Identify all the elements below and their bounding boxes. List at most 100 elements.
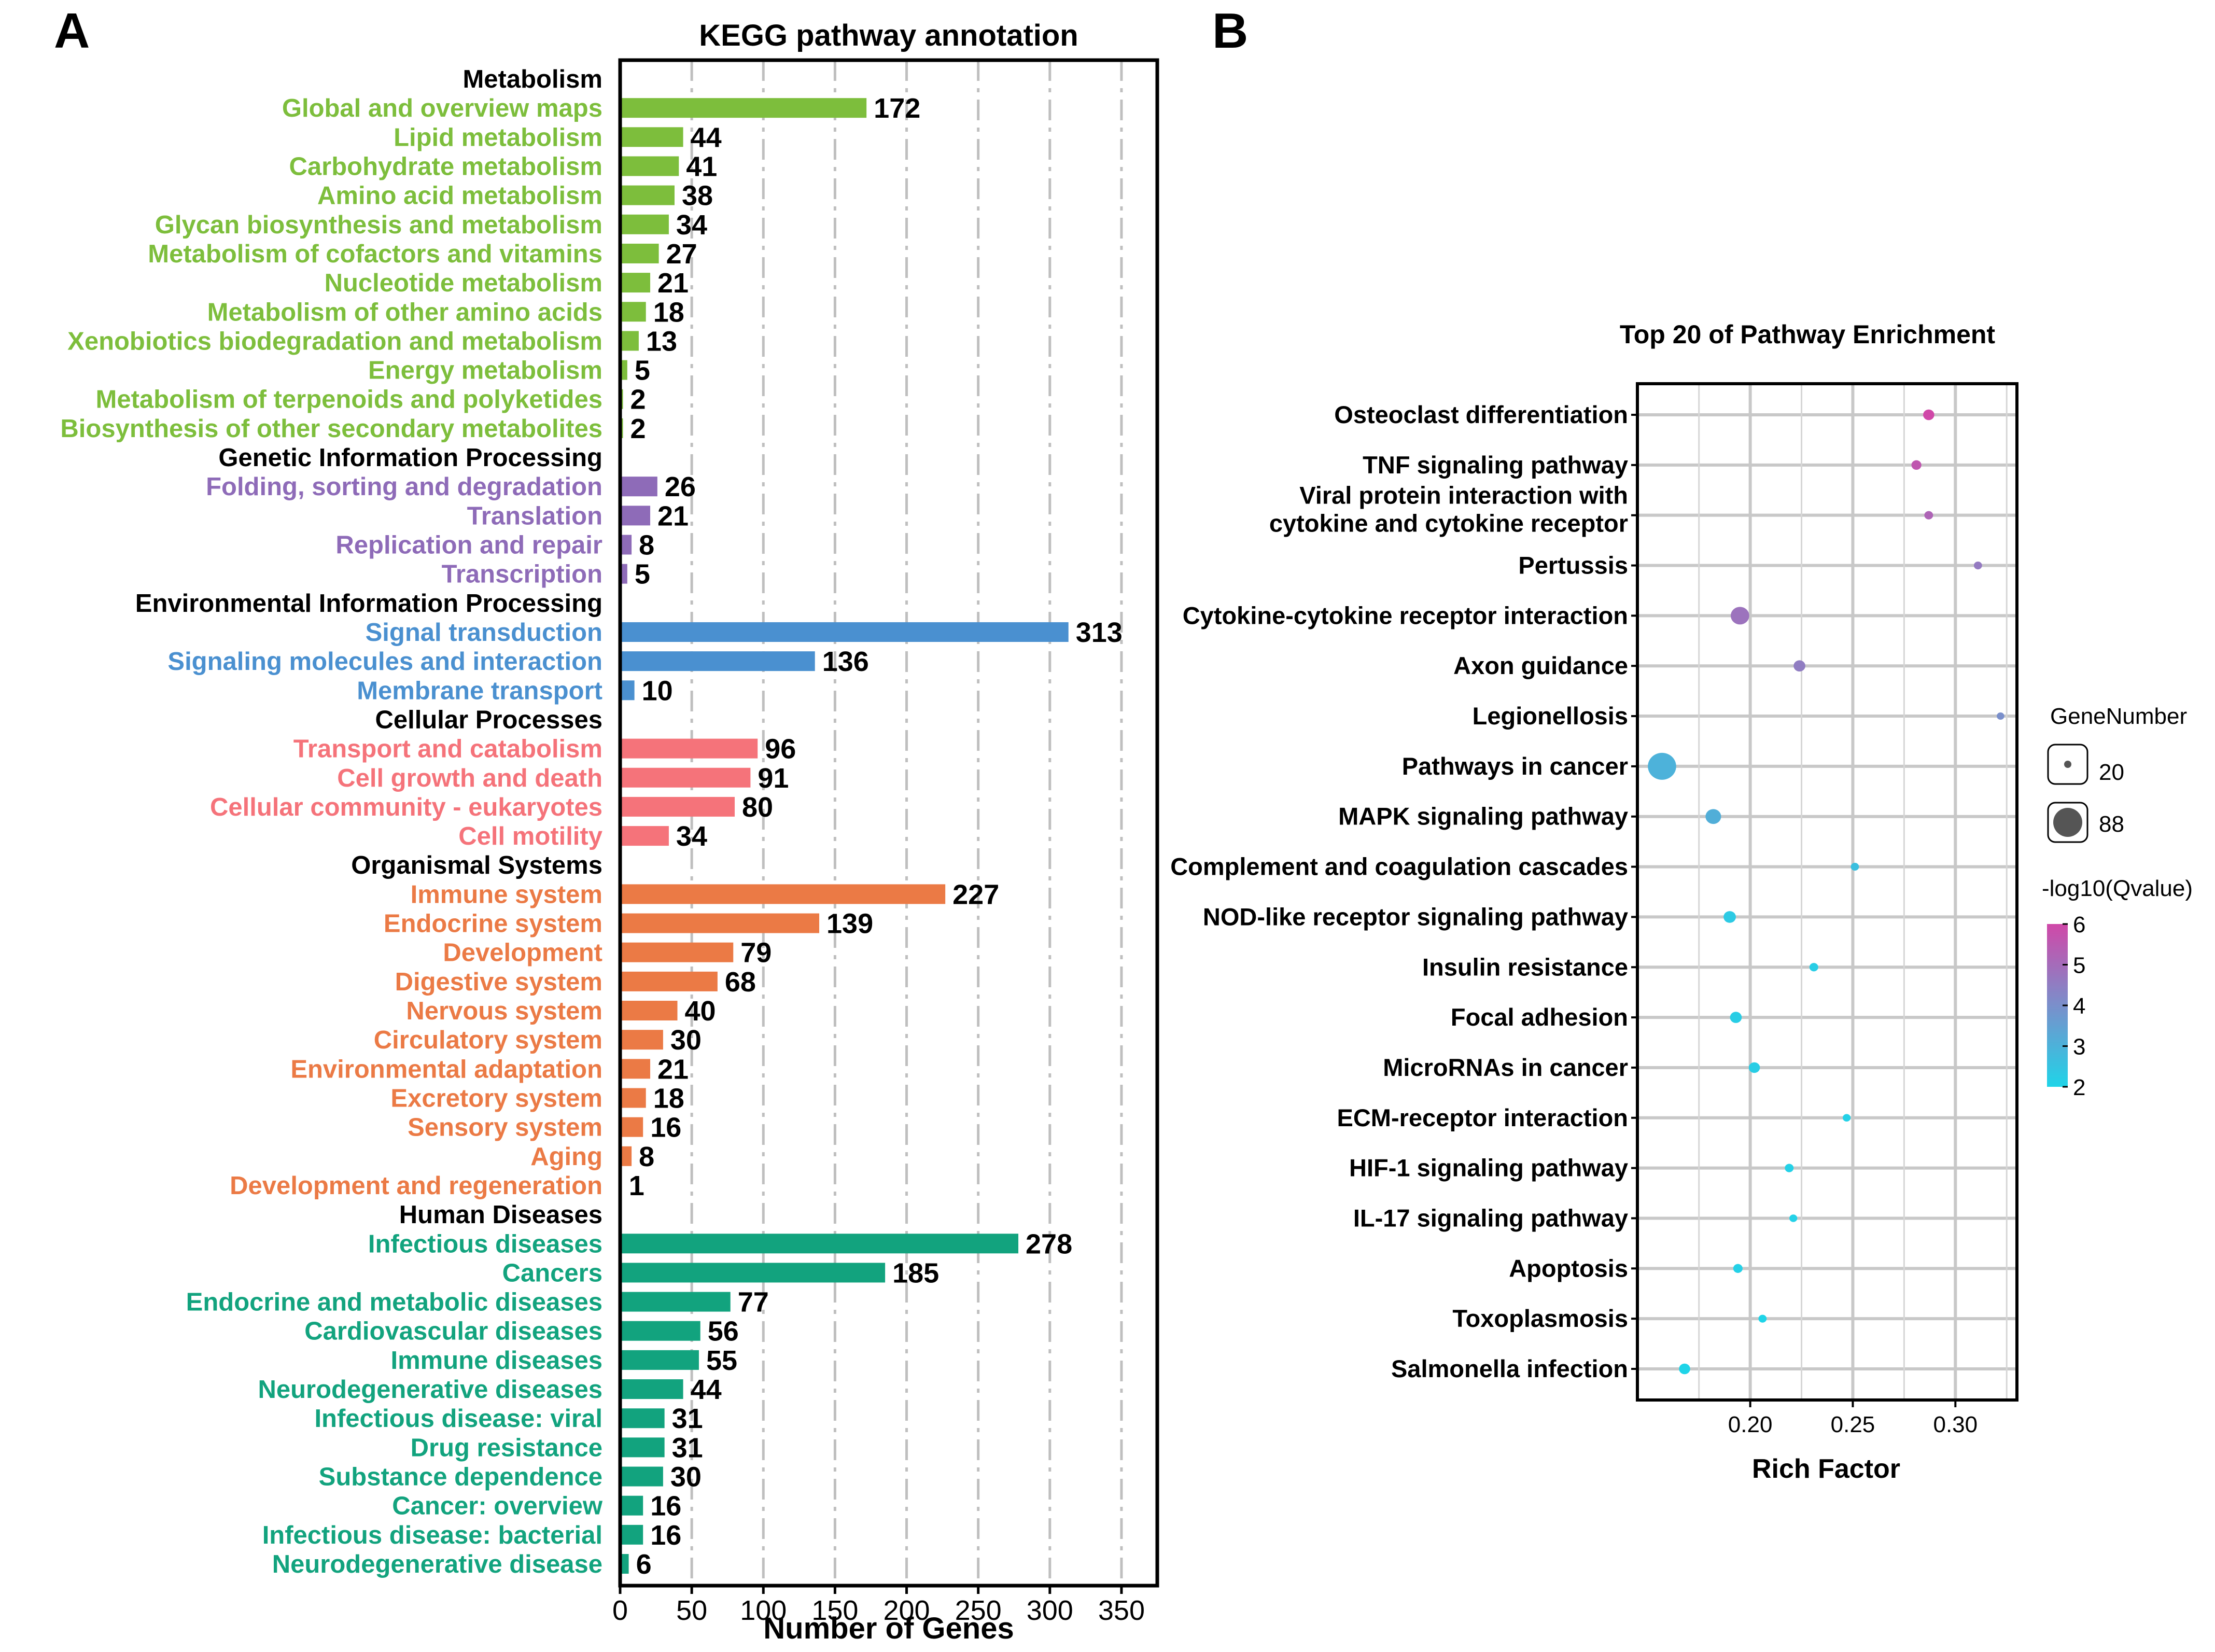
category-label: Immune diseases (390, 1347, 602, 1375)
bar (620, 622, 1069, 642)
pathway-label: Complement and coagulation cascades (1170, 853, 1628, 880)
value-label: 31 (672, 1432, 703, 1463)
category-label: Amino acid metabolism (317, 182, 602, 210)
bar (620, 477, 657, 497)
category-label: Energy metabolism (368, 357, 602, 385)
value-label: 21 (657, 1054, 689, 1085)
value-label: 278 (1026, 1228, 1072, 1259)
category-label: Metabolism of terpenoids and polyketides (96, 386, 602, 414)
bar (620, 884, 946, 904)
value-label: 77 (738, 1287, 769, 1318)
bar (620, 971, 718, 991)
value-label: 21 (657, 268, 689, 299)
bar (620, 1437, 665, 1458)
value-label: 79 (740, 937, 772, 969)
category-label: Signaling molecules and interaction (167, 648, 602, 676)
value-label: 136 (822, 646, 869, 677)
x-tick-label: 50 (676, 1595, 707, 1626)
value-label: 30 (670, 1025, 702, 1056)
bar (620, 1321, 700, 1341)
bar (620, 913, 820, 933)
x-axis-title: Rich Factor (1752, 1454, 1900, 1484)
chart-title: Top 20 of Pathway Enrichment (1620, 320, 1996, 349)
category-label: Infectious diseases (368, 1230, 602, 1258)
bubble-point (1730, 607, 1749, 625)
pathway-label: Legionellosis (1473, 702, 1628, 730)
category-label: Cell motility (458, 822, 602, 850)
value-label: 8 (639, 1141, 654, 1172)
x-tick-label: 350 (1098, 1595, 1145, 1626)
bar (620, 1524, 643, 1545)
category-label: Folding, sorting and degradation (206, 473, 602, 501)
x-tick-label: 0.25 (1831, 1412, 1875, 1437)
pathway-label: HIF-1 signaling pathway (1349, 1154, 1628, 1182)
value-label: 56 (708, 1316, 739, 1347)
panel-a: A KEGG pathway annotation MetabolismGlobal… (54, 3, 1159, 1645)
value-label: 5 (635, 355, 650, 386)
pathway-label: Pertussis (1518, 552, 1628, 579)
panel-label-b: B (1212, 3, 1248, 59)
bar (620, 738, 758, 759)
color-bar-label: 2 (2073, 1075, 2085, 1100)
value-label: 38 (682, 180, 713, 212)
plot-frame (1636, 382, 2018, 1402)
bar (620, 1234, 1019, 1254)
category-label: Excretory system (390, 1084, 602, 1112)
category-label: Endocrine system (384, 910, 602, 938)
bar (620, 1030, 663, 1050)
size-legend-label: 88 (2099, 811, 2124, 837)
color-bar-label: 6 (2073, 912, 2085, 937)
bar (620, 273, 651, 293)
value-label: 34 (676, 821, 707, 852)
bar (620, 506, 651, 526)
bubble-point (1679, 1363, 1690, 1375)
bar (620, 331, 639, 351)
bubble-point (1793, 660, 1805, 672)
value-label: 5 (635, 559, 650, 590)
x-tick-label: 0.30 (1933, 1412, 1978, 1437)
chart-title: KEGG pathway annotation (699, 19, 1078, 52)
bubble-point (1973, 561, 1982, 570)
bubble-point (1911, 460, 1922, 470)
bubble-point (1809, 963, 1818, 972)
category-label: Global and overview maps (282, 94, 602, 122)
value-label: 31 (672, 1403, 703, 1434)
category-label: Replication and repair (335, 531, 602, 559)
size-legend-title: GeneNumber (2050, 704, 2187, 729)
x-axis-title: Number of Genes (763, 1612, 1014, 1645)
pathway-label: ECM-receptor interaction (1337, 1104, 1628, 1131)
value-label: 185 (892, 1257, 939, 1289)
bubble-point (1850, 863, 1859, 871)
pathway-label: Salmonella infection (1391, 1355, 1628, 1382)
category-label: Transcription (442, 561, 602, 589)
category-label: Xenobiotics biodegradation and metabolis… (67, 327, 602, 355)
panel-label-a: A (54, 3, 90, 59)
category-label: Carbohydrate metabolism (289, 152, 603, 180)
size-legend-label: 20 (2099, 760, 2124, 785)
category-label: Development (443, 939, 602, 967)
bubble-point (1748, 1062, 1760, 1073)
pathway-label: MicroRNAs in cancer (1383, 1054, 1628, 1081)
bar (620, 1554, 629, 1574)
group-label: Human Diseases (399, 1201, 602, 1229)
category-label: Endocrine and metabolic diseases (186, 1289, 602, 1317)
bar (620, 1059, 651, 1079)
bubble-point (1758, 1314, 1767, 1323)
category-label: Glycan biosynthesis and metabolism (155, 211, 602, 239)
category-label: Cancers (502, 1259, 602, 1287)
value-label: 34 (676, 209, 707, 241)
value-label: 6 (636, 1549, 652, 1580)
value-label: 41 (686, 151, 717, 182)
value-label: 227 (952, 879, 999, 910)
bar (620, 826, 669, 846)
bar (620, 1117, 643, 1137)
value-label: 172 (874, 93, 920, 124)
value-label: 8 (639, 530, 654, 561)
bar (620, 1001, 678, 1021)
value-label: 1 (629, 1170, 644, 1201)
category-label: Digestive system (395, 968, 602, 996)
value-label: 27 (666, 239, 697, 270)
category-label: Development and regeneration (230, 1172, 602, 1200)
pathway-label: Viral protein interaction with (1299, 482, 1628, 509)
bubble-point (1789, 1214, 1798, 1222)
